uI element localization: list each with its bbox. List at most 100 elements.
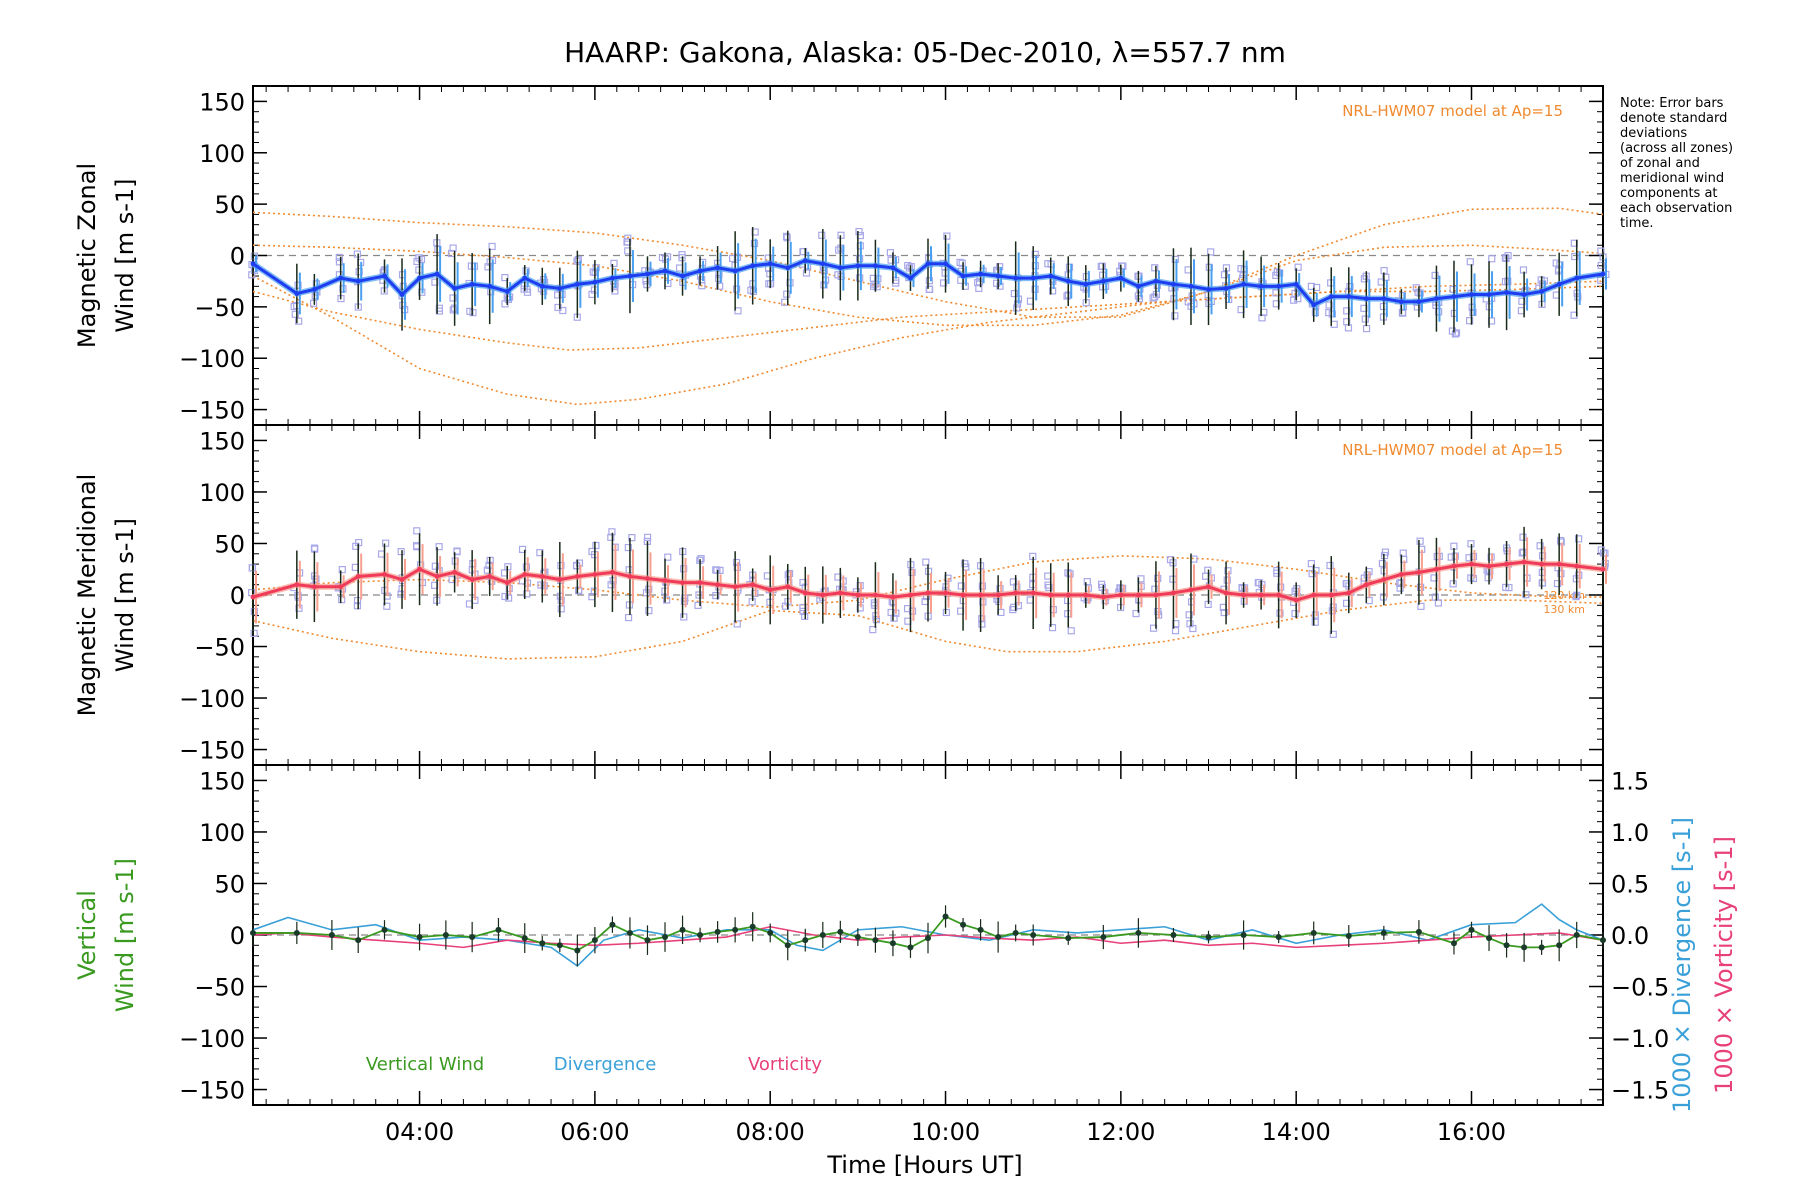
vertical-wind-point: [355, 937, 362, 944]
wind-point: [399, 577, 405, 582]
y-axis-label: Vertical: [73, 890, 101, 980]
sample-point: [1449, 580, 1457, 588]
sample-point: [1010, 289, 1018, 298]
wind-point: [610, 569, 615, 575]
sample-point: [1031, 285, 1039, 293]
wind-point: [1311, 302, 1317, 308]
y2-axis-label: 1000 × Divergence [s-1]: [1668, 817, 1696, 1113]
vertical-wind-point: [1538, 944, 1545, 951]
model-curve: [252, 207, 1604, 318]
sample-point: [501, 274, 509, 282]
wind-point: [960, 273, 966, 279]
note-line: of zonal and: [1620, 156, 1700, 171]
sample-point: [1291, 609, 1299, 618]
sample-point: [1396, 579, 1404, 587]
wind-point: [697, 580, 703, 586]
sample-point: [453, 548, 461, 556]
sample-point: [1294, 263, 1302, 271]
sample-point: [925, 277, 933, 285]
sample-point: [712, 591, 720, 600]
y-tick-label: −50: [194, 294, 245, 322]
y2-tick-label: 0.0: [1611, 922, 1649, 950]
sample-point: [680, 565, 688, 573]
vertical-wind-point: [574, 947, 581, 954]
sample-point: [1273, 268, 1281, 276]
wind-point: [1188, 283, 1194, 289]
wind-point: [1276, 283, 1282, 289]
sample-point: [518, 545, 527, 554]
wind-point: [1328, 294, 1334, 299]
wind-point: [802, 258, 808, 264]
wind-point: [960, 592, 966, 598]
sample-point: [294, 281, 302, 289]
wind-point: [1065, 278, 1071, 284]
sample-point: [1417, 583, 1425, 591]
sample-point: [1574, 293, 1582, 301]
sample-point: [435, 543, 443, 551]
sample-point: [715, 270, 723, 278]
sample-point: [1171, 255, 1179, 263]
sample-point: [1469, 308, 1477, 317]
sample-point: [1097, 580, 1106, 588]
vertical-wind-point: [925, 935, 931, 942]
sample-point: [872, 616, 880, 624]
wind-point: [943, 261, 948, 267]
y-tick-label: −50: [194, 974, 245, 1002]
sample-point: [785, 569, 794, 578]
vertical-wind-point: [539, 940, 546, 947]
vertical-wind-point: [591, 937, 598, 944]
sample-point: [925, 285, 933, 293]
wind-point: [1083, 592, 1089, 598]
sample-point: [907, 263, 915, 271]
wind-point: [1030, 275, 1036, 281]
wind-point: [1469, 561, 1474, 567]
sample-point: [624, 543, 632, 552]
sample-point: [996, 585, 1004, 593]
sample-point: [554, 291, 562, 299]
wind-point: [662, 578, 668, 583]
sample-point: [1501, 254, 1509, 262]
vertical-wind-point: [1486, 935, 1493, 942]
vertical-wind-point: [1415, 928, 1422, 935]
sample-point: [890, 614, 898, 622]
sample-point: [869, 274, 877, 282]
wind-point: [417, 275, 422, 281]
wind-point: [1171, 281, 1176, 287]
wind-point: [1013, 590, 1019, 596]
sample-point: [1207, 248, 1215, 256]
y2-tick-label: 1.5: [1611, 767, 1649, 795]
x-tick-label: 14:00: [1262, 1118, 1331, 1146]
wind-point: [1048, 273, 1054, 279]
model-curve: [252, 244, 1604, 327]
sample-point: [978, 582, 986, 590]
sample-point: [589, 268, 597, 276]
vertical-wind-point: [819, 932, 826, 938]
vertical-wind-point: [1240, 932, 1247, 938]
sample-point: [1149, 294, 1157, 302]
sample-point: [750, 239, 759, 248]
sample-point: [694, 601, 702, 609]
legend-item: Vertical Wind: [366, 1054, 484, 1075]
wind-point: [627, 273, 633, 279]
wind-point: [715, 582, 721, 588]
wind-point: [1241, 592, 1246, 598]
vertical-wind-point: [1345, 933, 1352, 940]
sample-point: [961, 560, 969, 568]
y2-tick-label: 1.0: [1611, 819, 1649, 847]
wind-point: [1258, 592, 1264, 598]
vertical-wind-point: [872, 937, 879, 944]
sample-point: [431, 278, 439, 286]
sample-point: [449, 306, 457, 314]
wind-point: [1135, 592, 1141, 598]
wind-point: [995, 273, 1001, 279]
sample-point: [557, 596, 565, 604]
sample-point: [449, 244, 457, 252]
wind-point: [1574, 275, 1580, 281]
sample-point: [1346, 282, 1354, 291]
sample-point: [335, 253, 343, 262]
wind-point: [1486, 292, 1492, 297]
wind-point: [1346, 294, 1352, 299]
sample-point: [644, 533, 652, 541]
sample-point: [1311, 611, 1319, 619]
wind-point: [469, 577, 475, 582]
